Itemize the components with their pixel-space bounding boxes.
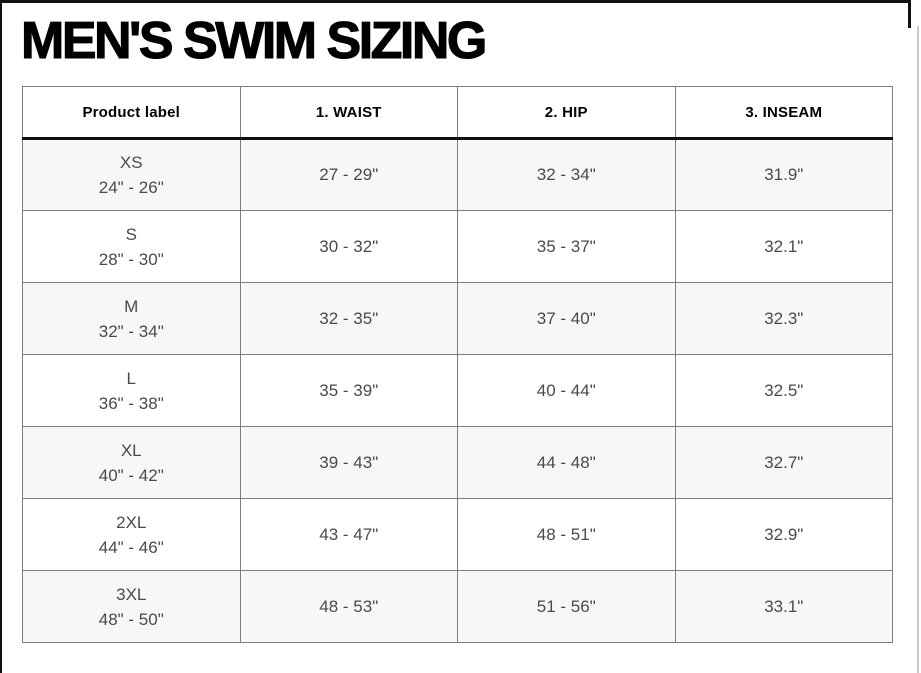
size-chart-body: XS 24" - 26" 27 - 29" 32 - 34" 31.9" S 2…: [22, 138, 893, 643]
inseam-cell: 32.9": [674, 498, 893, 571]
inseam-cell: 32.1": [674, 210, 893, 283]
size-label-cell: M 32" - 34": [22, 282, 241, 355]
waist-cell: 32 - 35": [239, 282, 458, 355]
size-label-cell: 2XL 44" - 46": [22, 498, 241, 571]
size-label-cell: 3XL 48" - 50": [22, 570, 241, 643]
size-chart-table: Product label 1. WAIST 2. HIP 3. INSEAM …: [22, 86, 893, 643]
size-name: S: [125, 224, 137, 244]
page-corner-notch: [908, 0, 911, 28]
right-edge-line: [917, 26, 919, 673]
hip-cell: 48 - 51": [457, 498, 676, 571]
size-name: XS: [119, 153, 143, 172]
inseam-cell: 33.1": [674, 570, 893, 643]
size-range: 40" - 42": [98, 465, 164, 485]
size-name: 3XL: [116, 584, 147, 604]
hip-cell: 32 - 34": [457, 138, 676, 211]
size-label-cell: S 28" - 30": [22, 210, 241, 283]
size-label-cell: XL 40" - 42": [22, 426, 241, 499]
page-left-border: [0, 0, 2, 673]
inseam-cell: 32.3": [674, 282, 893, 355]
waist-cell: 35 - 39": [239, 354, 458, 427]
table-row: S 28" - 30" 30 - 32" 35 - 37" 32.1": [22, 210, 893, 283]
hip-cell: 35 - 37": [457, 210, 676, 283]
header-row: Product label 1. WAIST 2. HIP 3. INSEAM: [22, 86, 893, 140]
hip-cell: 44 - 48": [457, 426, 676, 499]
waist-cell: 27 - 29": [239, 138, 458, 211]
size-range: 48" - 50": [98, 609, 164, 629]
size-range: 36" - 38": [98, 393, 164, 413]
size-label-cell: L 36" - 38": [22, 354, 241, 427]
header-product-label: Product label: [22, 86, 241, 140]
size-name: XL: [120, 440, 142, 460]
table-row: XL 40" - 42" 39 - 43" 44 - 48" 32.7": [22, 426, 893, 499]
table-row: 3XL 48" - 50" 48 - 53" 51 - 56" 33.1": [22, 570, 893, 643]
inseam-cell: 32.5": [674, 354, 893, 427]
size-range: 44" - 46": [98, 537, 164, 557]
table-row: XS 24" - 26" 27 - 29" 32 - 34" 31.9": [22, 138, 893, 211]
size-range: 28" - 30": [98, 249, 164, 269]
table-row: L 36" - 38" 35 - 39" 40 - 44" 32.5": [22, 354, 893, 427]
size-name: L: [126, 368, 136, 388]
waist-cell: 43 - 47": [239, 498, 458, 571]
hip-cell: 37 - 40": [457, 282, 676, 355]
waist-cell: 48 - 53": [239, 570, 458, 643]
header-inseam: 3. INSEAM: [674, 86, 893, 140]
page-top-border: [0, 0, 911, 3]
size-name: M: [124, 296, 139, 316]
header-hip: 2. HIP: [457, 86, 676, 140]
table-row: M 32" - 34" 32 - 35" 37 - 40" 32.3": [22, 282, 893, 355]
inseam-cell: 31.9": [674, 138, 893, 211]
size-range: 24" - 26": [98, 178, 164, 197]
waist-cell: 30 - 32": [239, 210, 458, 283]
page-title: MEN'S SWIM SIZING: [20, 11, 487, 70]
size-range: 32" - 34": [98, 321, 164, 341]
inseam-cell: 32.7": [674, 426, 893, 499]
header-waist: 1. WAIST: [239, 86, 458, 140]
size-name: 2XL: [116, 512, 147, 532]
size-chart-header: Product label 1. WAIST 2. HIP 3. INSEAM: [22, 86, 893, 140]
hip-cell: 51 - 56": [457, 570, 676, 643]
size-label-cell: XS 24" - 26": [22, 138, 241, 211]
hip-cell: 40 - 44": [457, 354, 676, 427]
waist-cell: 39 - 43": [239, 426, 458, 499]
table-row: 2XL 44" - 46" 43 - 47" 48 - 51" 32.9": [22, 498, 893, 571]
